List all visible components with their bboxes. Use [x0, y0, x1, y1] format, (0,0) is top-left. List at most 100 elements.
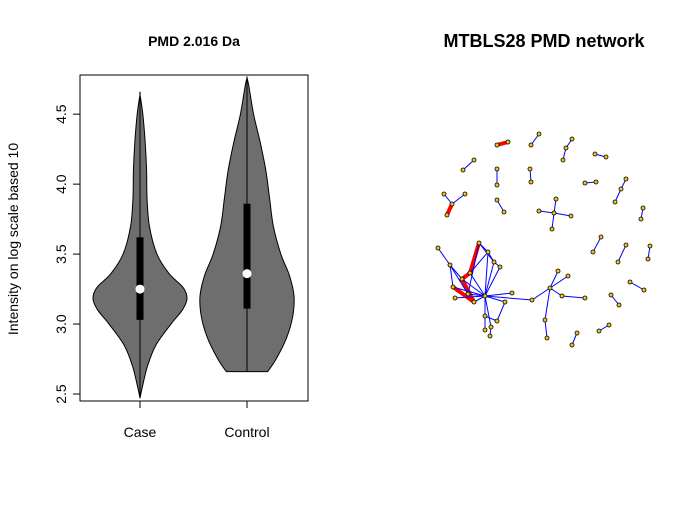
network-edge — [561, 295, 586, 299]
violin-y-axis: 2.5 3.0 3.5 4.0 4.5 — [53, 104, 81, 404]
network-node — [471, 157, 477, 163]
x-tick-label: Case — [124, 424, 157, 440]
network-node — [598, 234, 604, 240]
violin-chart-title: PMD 2.016 Da — [148, 33, 240, 49]
network-node — [501, 209, 507, 215]
network-node — [647, 243, 653, 249]
network-node — [641, 287, 647, 293]
network-node — [487, 333, 493, 339]
network-edge — [437, 247, 451, 266]
network-node — [485, 249, 491, 255]
network-node — [482, 293, 488, 299]
network-node — [435, 245, 441, 251]
network-edge — [484, 261, 495, 297]
network-node — [606, 322, 612, 328]
network-edge — [549, 275, 569, 289]
network-edge — [451, 193, 466, 205]
network-node — [502, 299, 508, 305]
network-edge — [531, 287, 551, 301]
network-edge — [484, 295, 492, 328]
network-edge — [538, 210, 555, 214]
network-node — [565, 273, 571, 279]
network-edge — [449, 264, 469, 295]
violin-x-axis: Case Control — [124, 400, 270, 440]
network-node — [482, 313, 488, 319]
network-edge — [484, 295, 506, 303]
network-node — [509, 290, 515, 296]
network-node — [608, 292, 614, 298]
network-edge — [467, 293, 486, 297]
network-node — [627, 279, 633, 285]
violin-iqr-box — [136, 237, 144, 320]
network-node — [542, 317, 548, 323]
network-node — [449, 201, 455, 207]
y-tick-label: 4.0 — [53, 174, 69, 194]
network-node — [450, 284, 456, 290]
network-edge — [469, 272, 486, 297]
network-node — [482, 327, 488, 333]
network-node — [547, 285, 553, 291]
network-node — [563, 145, 569, 151]
network-node — [462, 191, 468, 197]
violin-y-axis-label: Intensity on log scale based 10 — [5, 143, 21, 335]
network-edge — [617, 244, 627, 263]
network-node — [582, 180, 588, 186]
network-node — [590, 249, 596, 255]
network-edge — [462, 159, 475, 171]
network-edge — [544, 287, 551, 321]
network-node — [603, 154, 609, 160]
network-node — [638, 216, 644, 222]
network-node — [465, 291, 471, 297]
network-node — [618, 186, 624, 192]
network-node — [529, 297, 535, 303]
network-node — [447, 262, 453, 268]
network-edge — [484, 251, 489, 297]
network-node — [476, 240, 482, 246]
network-node — [623, 176, 629, 182]
network-edge — [549, 287, 563, 297]
network-node — [582, 295, 588, 301]
network-node — [574, 330, 580, 336]
network-node — [459, 276, 465, 282]
network-edges — [437, 133, 651, 346]
network-node — [553, 196, 559, 202]
network-edge — [449, 264, 454, 288]
network-node — [569, 342, 575, 348]
network-node — [444, 212, 450, 218]
network-node — [460, 167, 466, 173]
network-node — [494, 197, 500, 203]
network-edge — [592, 236, 602, 253]
network-node — [640, 205, 646, 211]
violin-median-point — [135, 284, 145, 294]
network-node — [441, 191, 447, 197]
network-node — [612, 199, 618, 205]
network-node — [497, 264, 503, 270]
network-node — [488, 324, 494, 330]
network-edge — [549, 270, 559, 289]
network-edge — [484, 266, 501, 297]
network-node — [560, 157, 566, 163]
network-node — [593, 179, 599, 185]
network-node — [494, 166, 500, 172]
network-node — [544, 335, 550, 341]
network-node — [494, 142, 500, 148]
y-tick-label: 3.0 — [53, 314, 69, 334]
network-chart-title: MTBLS28 PMD network — [443, 31, 645, 51]
network-edge — [484, 295, 533, 301]
violin-median-point — [242, 269, 252, 279]
network-node — [491, 259, 497, 265]
network-node — [555, 268, 561, 274]
network-node — [549, 226, 555, 232]
network-node — [471, 299, 477, 305]
network-node — [536, 208, 542, 214]
network-edge — [469, 251, 489, 274]
network-node — [528, 142, 534, 148]
network-edge — [629, 281, 645, 291]
network-edge — [461, 278, 486, 297]
network-node — [569, 136, 575, 142]
network-node — [505, 139, 511, 145]
network-edge — [544, 319, 548, 339]
network-node — [536, 131, 542, 137]
network-node — [615, 259, 621, 265]
